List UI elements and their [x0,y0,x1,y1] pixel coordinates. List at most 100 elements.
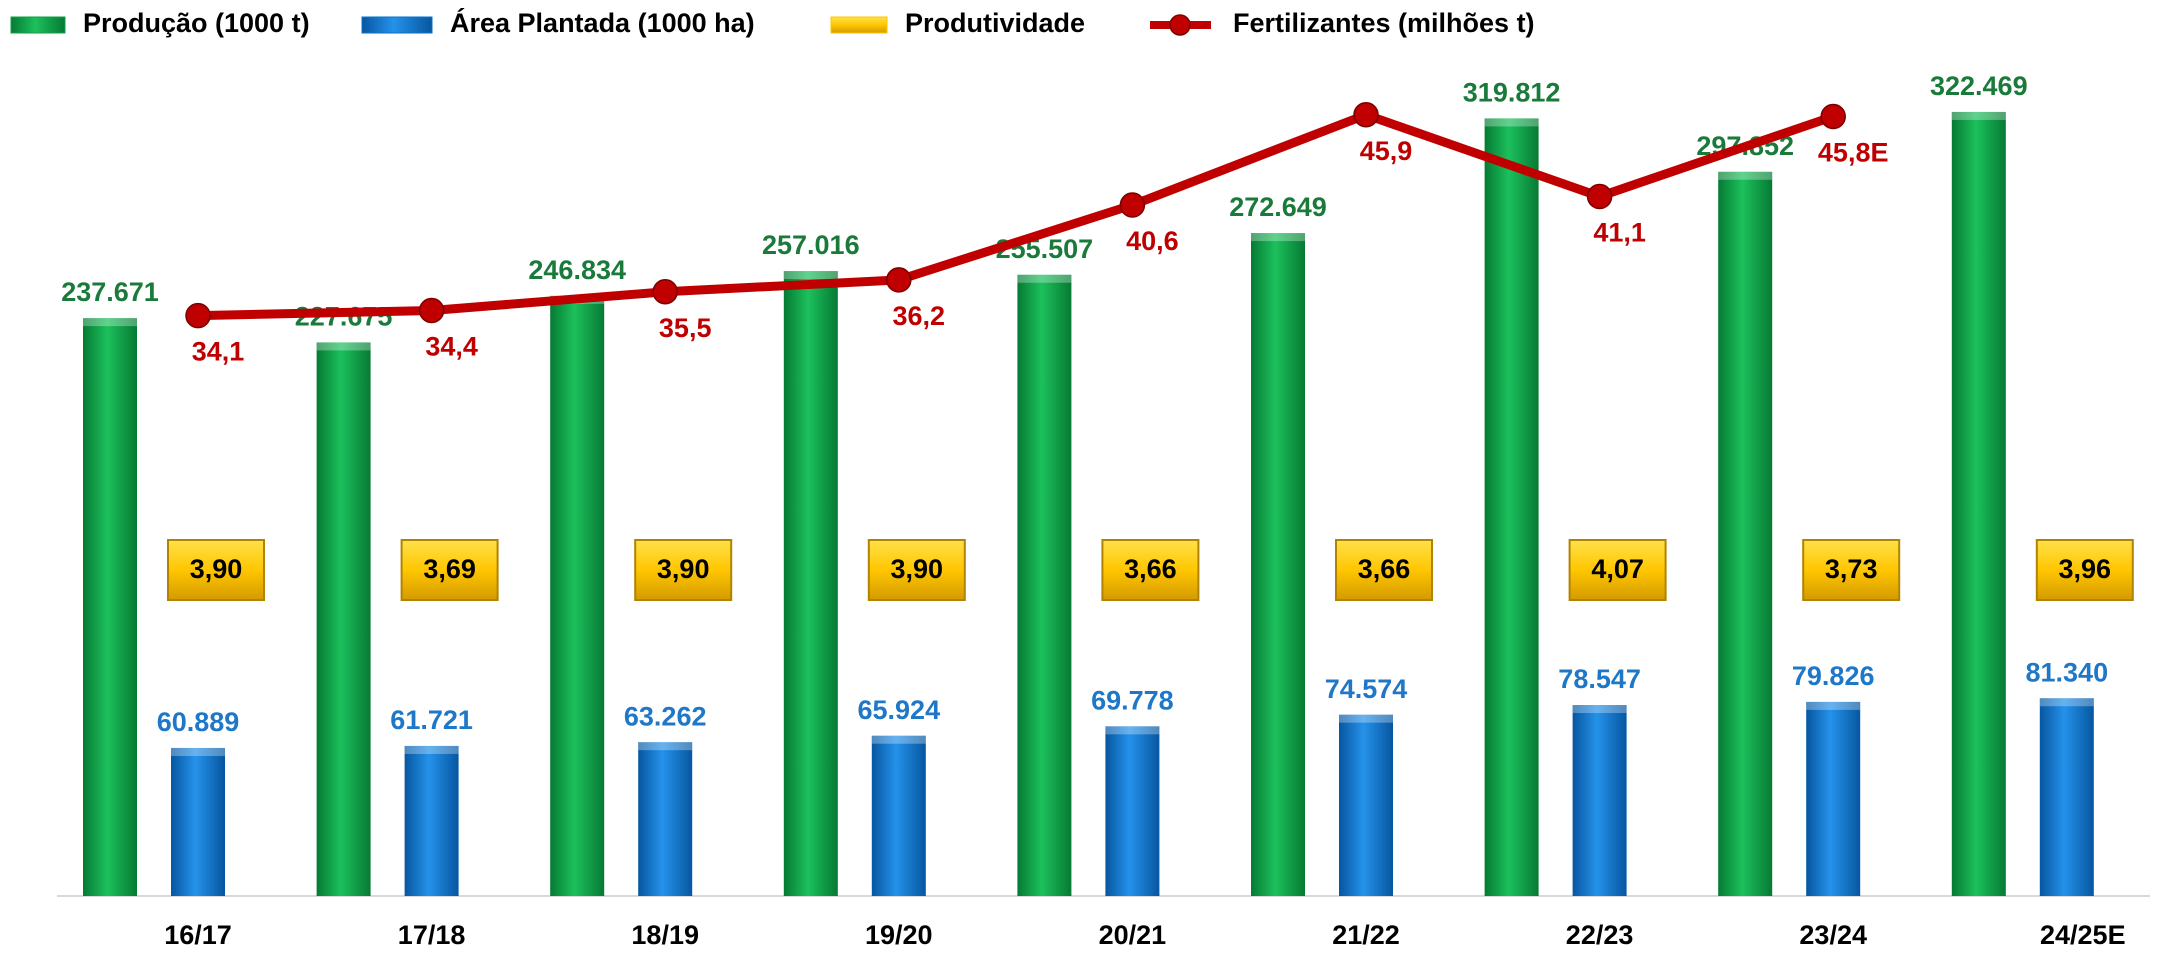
bar-cap [871,735,926,744]
legend-label: Fertilizantes (milhões t) [1233,8,1535,38]
value-label: 78.547 [1558,664,1641,694]
value-label: 237.671 [61,277,159,307]
bar [783,271,838,896]
value-label: 3,96 [2059,554,2112,584]
x-tick-label: 21/22 [1332,920,1400,950]
value-label: 3,73 [1825,554,1878,584]
bar-cap [1251,233,1305,242]
bar-cap [1806,701,1861,710]
bar [1951,111,2006,897]
value-label: 81.340 [2026,657,2109,687]
bar [1105,726,1160,896]
x-tick-label: 23/24 [1799,920,1867,950]
bar [1806,701,1861,896]
bar [1572,705,1627,896]
bar [638,742,693,896]
value-label: 34,1 [192,337,245,367]
bar-cap [1339,714,1393,723]
legend-label: Produção (1000 t) [83,8,310,38]
value-label: 322.469 [1930,71,2028,101]
x-tick-label: 22/23 [1566,920,1634,950]
bar-cap [316,342,371,351]
value-label: 34,4 [425,332,478,362]
line-marker [1586,183,1613,210]
x-tick-label: 18/19 [631,920,699,950]
value-label: 60.889 [157,707,240,737]
value-label: 272.649 [1229,192,1327,222]
bar [1718,171,1773,897]
value-box [1335,539,1433,601]
bar-cap [1017,274,1072,283]
bar [2039,698,2094,896]
value-label: 3,69 [423,554,476,584]
value-label: 255.507 [996,234,1094,264]
legend-label: Área Plantada (1000 ha) [450,7,755,38]
bar-cap [1484,118,1539,127]
value-label: 36,2 [893,301,946,331]
line-marker [418,297,445,324]
x-tick-label: 17/18 [398,920,466,950]
x-tick-label: 16/17 [164,920,232,950]
legend-swatch [10,16,66,34]
line-marker [886,267,912,293]
value-label: 257.016 [762,230,860,260]
bar-cap [1572,705,1627,714]
bar-cap [83,318,137,327]
bar-cap [2039,698,2094,707]
bar [404,745,459,896]
value-box [1802,539,1901,601]
value-box [2035,539,2134,601]
value-label: 79.826 [1792,661,1875,691]
legend-marker [1169,14,1191,36]
value-label: 61.721 [390,705,473,735]
line-marker [1353,102,1379,128]
line-marker [652,279,678,305]
legend-swatch [830,16,888,34]
bar [171,747,225,896]
value-label: 3,90 [657,554,710,584]
legend-swatch [361,16,433,34]
bar [316,342,371,896]
bar [83,318,137,896]
value-box [634,539,733,601]
value-label: 45,9 [1360,136,1413,166]
bar-cap [1718,171,1773,180]
line-marker [185,302,211,329]
value-label: 246.834 [528,255,626,285]
bar [1251,233,1305,896]
bar [1339,714,1393,896]
line-marker [1119,192,1146,218]
bar-cap [171,747,225,756]
x-tick-label: 20/21 [1099,920,1167,950]
value-label: 35,5 [659,313,712,343]
value-label: 40,6 [1126,226,1179,256]
value-box [167,539,265,601]
value-label: 69.778 [1091,685,1174,715]
value-label: 45,8E [1818,138,1889,168]
line [197,110,1835,321]
value-label: 63.262 [624,701,707,731]
bar-cap [404,745,459,754]
bar [1017,274,1072,896]
bar [550,295,605,896]
value-box [1101,539,1200,601]
bar-cap [638,742,693,751]
bar [1484,118,1539,896]
x-tick-label: 24/25E [2040,920,2126,950]
line-marker [1820,103,1846,130]
bar [871,735,926,896]
value-box [400,539,499,601]
value-label: 3,90 [891,554,944,584]
value-label: 3,90 [190,554,243,584]
value-box [867,539,966,601]
value-box [1568,539,1667,601]
value-label: 41,1 [1593,218,1646,248]
x-tick-label: 19/20 [865,920,933,950]
bar-cap [1105,726,1160,735]
value-label: 74.574 [1325,674,1408,704]
value-label: 3,66 [1358,554,1411,584]
value-label: 3,66 [1124,554,1177,584]
bar-cap [783,271,838,280]
value-label: 4,07 [1591,554,1644,584]
